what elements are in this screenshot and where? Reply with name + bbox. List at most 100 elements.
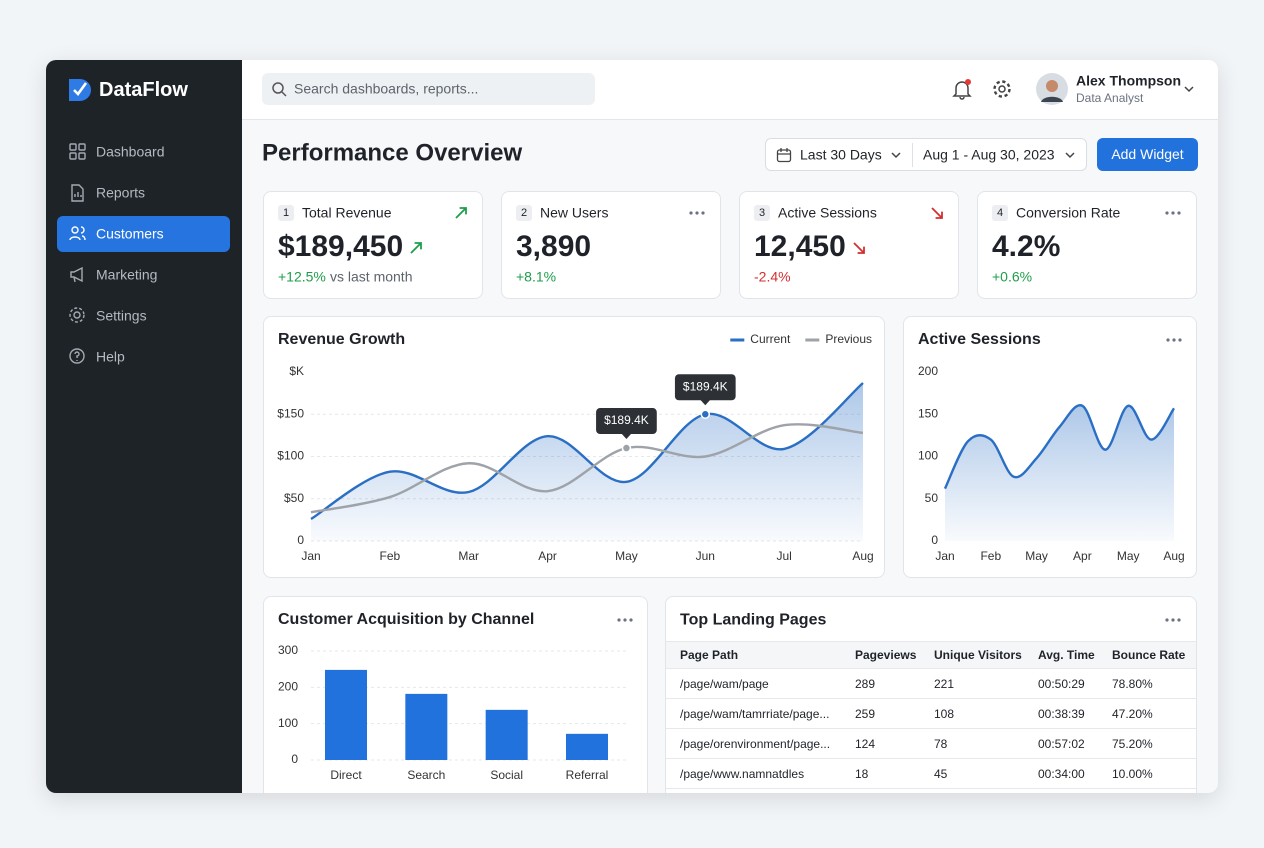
icon-part [69,348,85,364]
bar [566,733,608,760]
row-border [666,758,1196,759]
x-tick-label: May [1025,549,1048,563]
date-filter[interactable]: Last 30 Days Aug 1 - Aug 30, 2023 [765,138,1087,171]
legend-label: Previous [825,332,872,346]
y-tick-label: 0 [297,533,304,547]
dates: Aug 1 - Aug 30, 2023 [923,146,1055,163]
line [943,404,1176,490]
icon-part [69,226,86,241]
x-tick-label: Jun [696,549,715,563]
arrow [853,242,865,254]
nav-item[interactable]: Marketing [96,266,158,283]
more-dot [1166,338,1170,342]
table-cell: 221 [934,676,955,691]
nav-item[interactable]: Dashboard [96,143,165,160]
y-tick-label: 150 [918,406,938,420]
badge [965,79,971,85]
nav-item[interactable]: Help [96,348,125,365]
column-header: Avg. Time [1038,647,1095,662]
kpi-value: 4.2% [992,230,1061,263]
tooltip-tail [700,399,711,406]
bar [485,709,528,760]
kpi-change: +12.5% [278,268,326,285]
avatar-body [1041,96,1063,102]
table-cell: 45 [934,766,948,781]
y-tick-label: 0 [931,533,938,547]
table-cell: 10.00% [1112,766,1153,781]
table-cell: 00:57:02 [1038,736,1085,751]
logo-icon [69,79,91,101]
icon [69,348,85,364]
column-header: Bounce Rate [1112,647,1186,662]
nav-icon [70,266,83,283]
table-cell: 289 [855,676,876,691]
x-tick-label: Jan [935,549,954,563]
bell-icon [952,79,972,100]
chevron [891,152,901,159]
more-dot [1171,211,1175,215]
table-title: Top Landing Pages [680,611,827,629]
more-dot [1172,338,1176,342]
area [311,382,863,541]
y-tick-label: $50 [284,491,304,505]
x-tick-label: Direct [330,768,362,782]
row-border [666,788,1196,789]
y-tick-label: 100 [278,716,298,730]
more-dot [1178,338,1182,342]
nav-item[interactable]: Settings [96,307,147,324]
add-widget-button[interactable]: Add Widget [1097,138,1198,171]
kpi-change: +0.6% [992,268,1033,285]
y-tick-label: 0 [291,752,298,766]
kpi-label: Total Revenue [302,204,392,221]
table-cell: 18 [855,766,869,781]
bar [405,693,448,760]
avatar-head [1046,80,1058,92]
table-cell: /page/www.namnatdles [680,766,805,781]
icon-part [952,81,972,100]
icon-part [74,351,80,361]
date-range: Last 30 Days [800,146,882,163]
window: DataFlow Dashboard Reports Customers Marketi… [46,60,1218,793]
logo-check [73,82,88,96]
x-tick-label: Mar [458,549,479,563]
nav-item[interactable]: Customers [96,225,164,242]
chart-title: Active Sessions [918,331,1041,348]
x-tick-label: Aug [852,549,873,563]
tooltip: $189.4K [674,374,736,406]
kpi-index: 1 [278,205,294,221]
icon [69,307,85,323]
icon-part [69,307,85,323]
x-tick-label: May [615,549,638,563]
chart-card: Active Sessions 0 50 100 150 200 Jan Feb May Apr M… [903,316,1197,578]
y-tick-label: 200 [918,364,938,378]
row-border [666,728,1196,729]
nav-icon [69,143,86,160]
bar [325,669,367,760]
more-dot [629,618,633,622]
kpi-change: +8.1% [516,268,557,285]
nav-icon [69,307,85,323]
table-cell: 75.20% [1112,736,1153,751]
chart-card: Customer Acquisition by Channel 0 100 200 30… [263,596,648,793]
nav-item[interactable]: Reports [96,184,146,201]
x-tick-label: Apr [1073,549,1092,563]
kpi-value-trend [853,242,865,254]
icon-part [776,149,792,163]
user-role: Data Analyst [1076,90,1144,105]
chart: Customer Acquisition by Channel 0 100 200 30… [278,611,633,782]
kpi-index: 3 [754,205,770,221]
nav-icon [71,184,84,202]
search-box[interactable]: Search dashboards, reports... [262,73,595,105]
nav-active-bg [57,216,230,252]
table-cell: 47.20% [1112,706,1153,721]
icon-part [69,152,77,160]
x-tick-label: Feb [980,549,1001,563]
icon-part [272,82,284,94]
table-cell: /page/wam/tamrriate/page... [680,706,830,721]
more-dot [1165,618,1169,622]
column-header: Page Path [680,647,739,662]
point [700,409,711,419]
icon-part [74,192,82,197]
icon-part [998,85,1006,93]
icon [70,266,83,283]
